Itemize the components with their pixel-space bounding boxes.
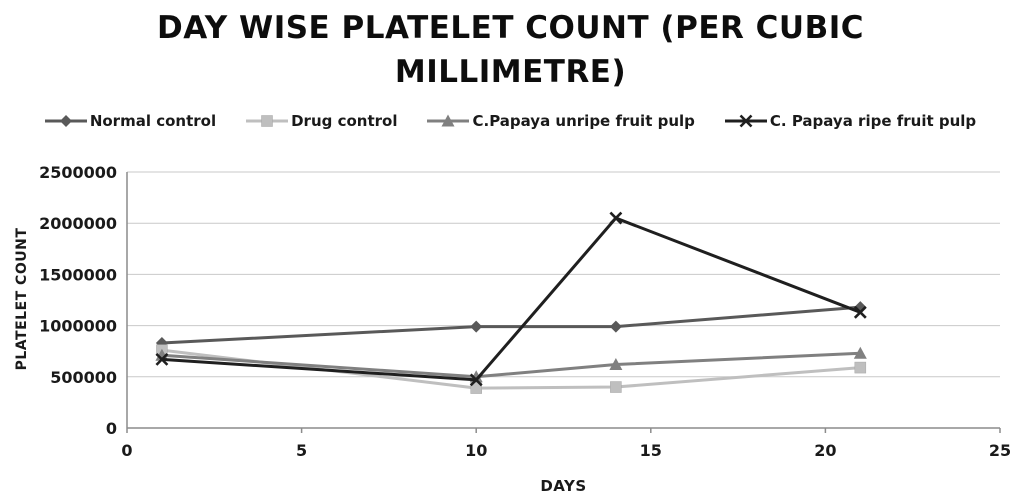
legend-swatch [724, 114, 767, 128]
y-tick-label: 500000 [50, 368, 117, 387]
square-marker-icon [854, 361, 867, 374]
y-tick-label: 0 [106, 419, 117, 438]
y-tick-label: 1000000 [39, 317, 117, 336]
x-tick-label: 10 [465, 441, 487, 460]
legend-label: Normal control [89, 112, 217, 130]
legend-swatch [246, 115, 289, 127]
chart-title: DAY WISE PLATELET COUNT (PER CUBIC MILLI… [157, 10, 864, 91]
legend-item-drug-control: Drug control [246, 112, 397, 130]
triangle-marker-icon [441, 114, 455, 127]
legend-swatch [427, 114, 470, 127]
series-drug-control [156, 344, 867, 394]
series-normal-control [155, 301, 867, 350]
diamond-marker-icon [470, 320, 483, 333]
y-tick-label: 2500000 [39, 163, 117, 182]
legend-label: C. Papaya ripe fruit pulp [769, 112, 977, 130]
x-tick-label: 5 [296, 441, 307, 460]
triangle-marker-icon [609, 358, 623, 371]
legend-label: Drug control [291, 112, 398, 130]
legend-label: C.Papaya unripe fruit pulp [472, 112, 695, 130]
legend-swatch [44, 115, 87, 127]
legend-item-c-papaya-ripe-fruit-pulp: C. Papaya ripe fruit pulp [724, 112, 977, 130]
square-marker-icon [610, 381, 622, 393]
legend-item-normal-control: Normal control [44, 112, 217, 130]
series-line [161, 305, 861, 345]
x-marker-icon [853, 305, 867, 319]
square-marker-icon [470, 382, 482, 394]
y-axis-title: PLATELET COUNT [14, 227, 30, 371]
x-tick-label: 0 [121, 441, 132, 460]
y-tick-label: 2000000 [39, 214, 117, 233]
x-tick-label: 25 [989, 441, 1011, 460]
square-marker-icon [261, 115, 273, 127]
series-line [161, 351, 861, 379]
series-c-papaya-ripe-fruit-pulp [155, 211, 867, 387]
series-line [161, 216, 861, 382]
x-tick-label: 20 [814, 441, 836, 460]
series-line [161, 348, 861, 390]
triangle-marker-icon [853, 346, 867, 359]
x-marker-icon [469, 373, 483, 387]
x-marker-icon [609, 211, 623, 225]
diamond-marker-icon [609, 320, 622, 333]
diamond-marker-icon [59, 115, 72, 127]
x-tick-label: 15 [640, 441, 662, 460]
x-axis-title: DAYS [540, 477, 587, 495]
x-marker-icon [739, 114, 753, 128]
y-tick-label: 1500000 [39, 265, 117, 284]
x-marker-icon [155, 352, 169, 366]
chart-legend: Normal control Drug control C.Papaya unrip… [0, 112, 1021, 130]
legend-item-c-papaya-unripe-fruit-pulp: C.Papaya unripe fruit pulp [427, 112, 695, 130]
